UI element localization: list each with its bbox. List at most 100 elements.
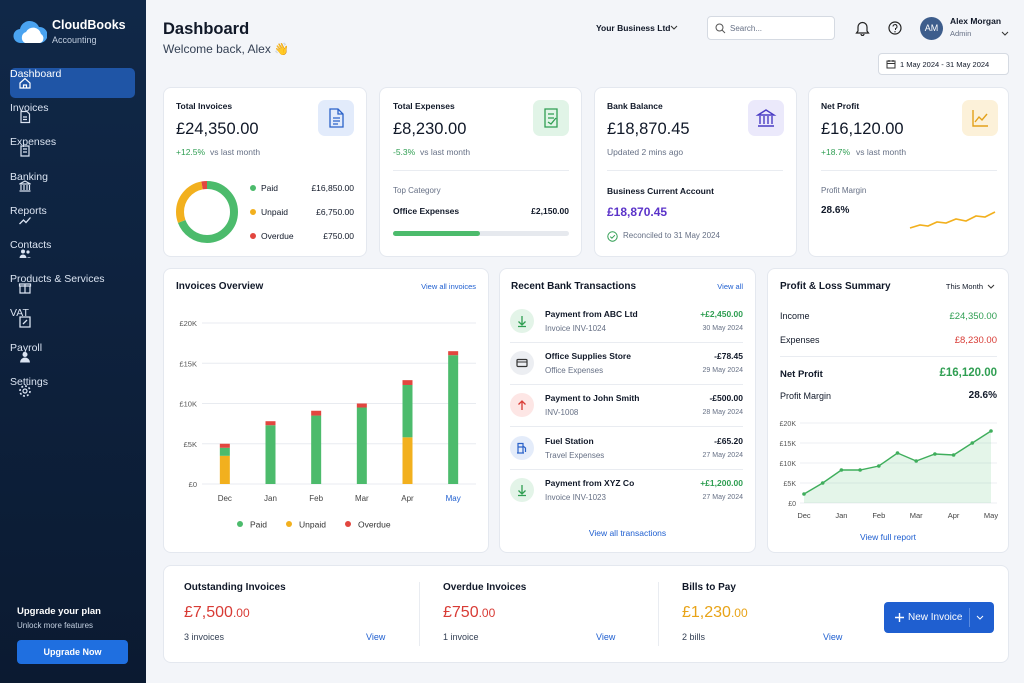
summary-amount-decimals: .00: [232, 606, 250, 620]
upgrade-button[interactable]: Upgrade Now: [17, 640, 128, 664]
view-all-invoices-link[interactable]: View all invoices: [421, 282, 476, 291]
transaction-title: Payment from ABC Ltd: [545, 309, 638, 319]
nav-item[interactable]: Reports: [10, 205, 135, 235]
transaction-date: 29 May 2024: [702, 367, 743, 375]
top-category-name: Office Expenses: [393, 206, 460, 216]
divider: [510, 426, 743, 428]
legend-dot: [250, 233, 256, 239]
card-title: Recent Bank Transactions: [511, 281, 637, 292]
bank-account-name: Business Current Account: [607, 186, 714, 196]
divider: [510, 468, 743, 470]
transaction-icon: [510, 309, 534, 333]
transaction-amount: +£1,200.00: [700, 477, 743, 488]
nav-item[interactable]: Banking: [10, 171, 135, 201]
transaction-icon: [510, 477, 534, 502]
summary-card: [163, 565, 1009, 663]
invoices-overview-card: [163, 268, 489, 553]
view-all-transactions-link[interactable]: View all transactions: [588, 528, 667, 538]
transaction-subtitle: Invoice INV-1024: [545, 324, 606, 333]
transaction-date: 27 May 2024: [702, 451, 743, 459]
pl-row-label: Income: [780, 311, 810, 321]
nav-icon: [19, 77, 31, 89]
summary-link[interactable]: View: [596, 632, 616, 642]
new-invoice-button[interactable]: New Invoice: [884, 602, 994, 633]
date-range: 1 May 2024 - 31 May 2024: [900, 60, 990, 69]
nav-item[interactable]: Products & Services: [10, 273, 135, 303]
icon: [518, 400, 526, 411]
transaction-icon: [510, 351, 534, 376]
help-icon[interactable]: [888, 21, 902, 35]
upgrade-button-label: Upgrade Now: [43, 647, 102, 657]
kpi-change: +12.5%: [176, 147, 206, 157]
profit-margin-value: 28.6%: [821, 205, 850, 216]
nav-item[interactable]: VAT: [10, 307, 135, 337]
nav-item[interactable]: Invoices: [10, 102, 135, 132]
pl-row-label: Profit Margin: [780, 391, 832, 401]
kpi-note: vs last month: [210, 147, 261, 157]
summary-link[interactable]: View: [823, 632, 843, 642]
business-selector[interactable]: Your Business Ltd: [596, 23, 671, 33]
bank-account-balance: £18,870.45: [607, 205, 668, 219]
nav-item[interactable]: Dashboard: [10, 68, 135, 98]
summary-amount-main: £750: [443, 604, 479, 621]
page-title: Dashboard: [163, 20, 250, 38]
icon: [518, 484, 526, 496]
summary-amount: £1,230.00: [682, 605, 748, 621]
new-invoice-label: New Invoice: [908, 612, 963, 623]
kpi-label: Total Expenses: [393, 101, 455, 111]
divider: [969, 608, 970, 627]
bank-account-status: Reconciled to 31 May 2024: [623, 231, 720, 240]
upgrade-title: Upgrade your plan: [17, 606, 101, 617]
icon: [518, 316, 526, 328]
nav-icon: [20, 145, 30, 157]
transaction-title: Office Supplies Store: [545, 351, 631, 362]
view-full-report-link[interactable]: View full report: [859, 532, 917, 542]
legend-value: £16,850.00: [311, 183, 354, 193]
legend-label: Paid: [261, 183, 279, 193]
transaction-subtitle: Office Expenses: [545, 366, 604, 376]
search-box[interactable]: Search...: [707, 16, 835, 40]
kpi-icon: [533, 100, 569, 136]
summary-count: 1 invoice: [443, 632, 479, 642]
summary-label: Bills to Pay: [682, 582, 736, 593]
icon: [517, 442, 527, 454]
nav-item[interactable]: Payroll: [10, 342, 135, 372]
period-selector[interactable]: This Month: [945, 282, 983, 291]
pl-row-value: 28.6%: [968, 390, 997, 401]
progress-track: [393, 231, 569, 236]
transaction-title: Fuel Station: [545, 435, 594, 446]
nav-item[interactable]: Settings: [10, 376, 135, 406]
kpi-value: £24,350.00: [176, 120, 259, 138]
card-title: Invoices Overview: [176, 281, 264, 292]
avatar-initials: AM: [924, 23, 939, 33]
divider: [658, 582, 659, 646]
legend-value: £750.00: [323, 231, 354, 241]
view-all-link[interactable]: View all: [717, 282, 743, 291]
chevron: [670, 25, 678, 30]
legend-label: Overdue: [261, 231, 294, 241]
date-range-picker[interactable]: 1 May 2024 - 31 May 2024: [878, 53, 1009, 75]
nav-item[interactable]: Contacts: [10, 239, 135, 269]
nav-item[interactable]: Expenses: [10, 136, 135, 166]
kpi-icon: [318, 100, 354, 136]
nav-label: Banking: [10, 170, 48, 183]
bell-icon[interactable]: [855, 20, 870, 36]
summary-link[interactable]: View: [366, 632, 386, 642]
pl-row-label: Expenses: [780, 335, 820, 345]
kpi-icon: [962, 100, 998, 136]
calendar-icon: [886, 60, 896, 69]
top-category-amount: £2,150.00: [531, 206, 569, 216]
brand-name: CloudBooks: [52, 18, 126, 32]
divider: [393, 170, 569, 171]
user-name: Alex Morgan: [950, 16, 1002, 26]
kpi-value: £18,870.45: [607, 120, 690, 138]
nav-label: VAT: [10, 307, 29, 320]
brand-subtitle: Accounting: [52, 35, 97, 45]
legend-dot: [250, 185, 256, 191]
nav-icon: [19, 316, 31, 329]
nav-label: Invoices: [10, 102, 49, 115]
transaction-date: 28 May 2024: [702, 409, 743, 417]
avatar[interactable]: AM: [920, 17, 943, 40]
transaction-amount: +£2,450.00: [700, 309, 743, 319]
top-category-label: Top Category: [393, 186, 441, 195]
